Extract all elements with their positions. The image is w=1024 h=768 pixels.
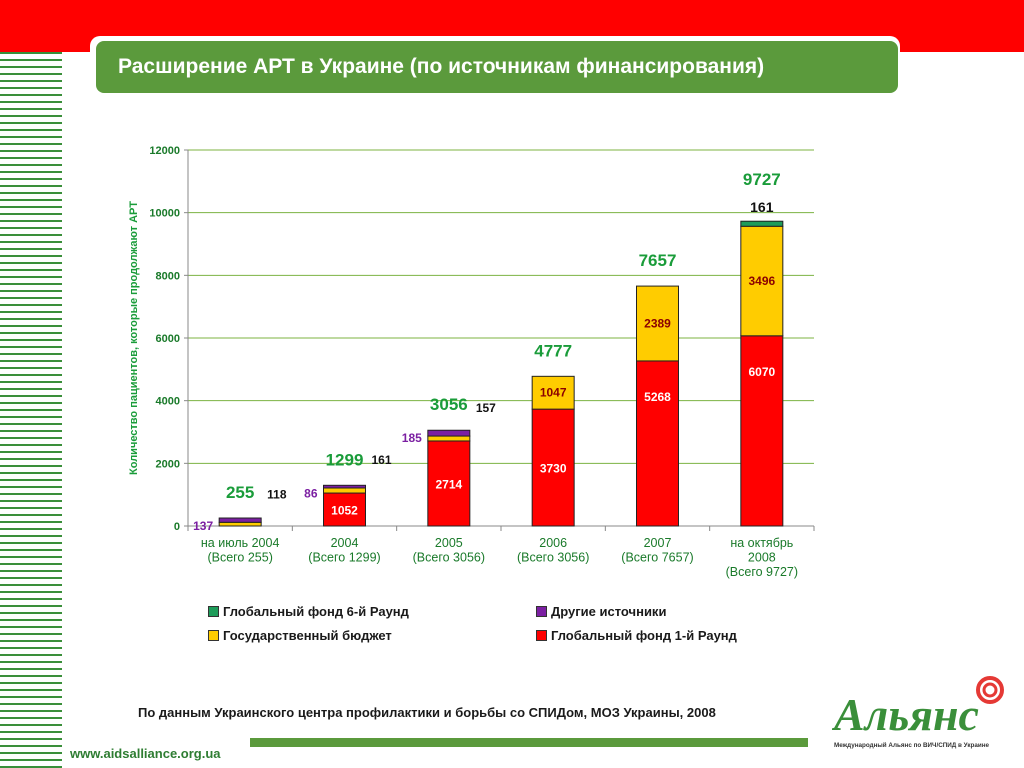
bar-segment-state xyxy=(323,487,366,494)
logo-swirl-icon xyxy=(976,676,1004,704)
y-tick-label: 10000 xyxy=(149,208,180,220)
bar-segment-state xyxy=(218,521,262,527)
x-category-label: на октябрь xyxy=(730,536,793,550)
x-category-label: 2005 xyxy=(435,536,463,550)
legend-item-other: Другие источники xyxy=(536,604,666,619)
data-label-other: 185 xyxy=(402,431,422,445)
x-category-label: 2006 xyxy=(539,536,567,550)
legend-label-gf1: Глобальный фонд 1-й Раунд xyxy=(551,628,737,643)
bar-segment-gf1 xyxy=(740,335,784,527)
data-label-state: 161 xyxy=(372,453,392,467)
y-tick-label: 0 xyxy=(174,521,180,533)
x-category-label: (Всего 3056) xyxy=(517,551,589,565)
data-label-gf6: 161 xyxy=(750,199,774,215)
slide-title: Расширение АРТ в Украине (по источникам … xyxy=(118,55,765,78)
alliance-logo: Альянс Международный Альянс по ВИЧ/СПИД … xyxy=(832,676,1004,749)
footer-url-link[interactable]: www.aidsalliance.org.ua xyxy=(70,746,221,761)
x-category-label: 2004 xyxy=(331,536,359,550)
bar-total-label: 255 xyxy=(226,483,254,502)
legend-label-gf6: Глобальный фонд 6-й Раунд xyxy=(223,604,409,619)
bar-total-label: 7657 xyxy=(639,251,677,270)
bar-total-label: 9727 xyxy=(743,170,781,189)
bar-segment-state xyxy=(531,375,575,410)
legend-swatch-gf1 xyxy=(536,630,547,641)
data-label-other: 86 xyxy=(304,486,318,500)
y-tick-label: 2000 xyxy=(156,458,180,470)
data-label-gf1: 2714 xyxy=(435,477,462,491)
bar-segment-other xyxy=(323,484,366,489)
bar-segment-other xyxy=(218,517,262,523)
bar-segment-other xyxy=(427,429,471,437)
legend-swatch-gf6 xyxy=(208,606,219,617)
bar-total-label: 3056 xyxy=(430,395,468,414)
bar-segment-state xyxy=(740,225,784,337)
legend-swatch-state xyxy=(208,630,219,641)
x-category-label: 2008 xyxy=(748,551,776,565)
y-tick-label: 12000 xyxy=(149,145,180,157)
legend-label-other: Другие источники xyxy=(551,604,667,619)
x-category-label: (Всего 255) xyxy=(207,551,272,565)
source-note: По данным Украинского центра профилактик… xyxy=(138,705,716,720)
y-axis-title: Количество пациентов, которые продолжают… xyxy=(128,201,140,475)
bar-segment-state xyxy=(427,435,471,442)
stacked-bar-chart: 0 2000 4000 6000 8000 10000 12000 Количество па… xyxy=(128,145,815,579)
data-label-gf1: 6070 xyxy=(748,365,775,379)
x-category-label: (Всего 1299) xyxy=(308,551,380,565)
x-category-label: 2007 xyxy=(644,536,672,550)
data-label-state: 1047 xyxy=(540,386,567,400)
y-tick-label: 8000 xyxy=(156,270,180,282)
legend-item-gf6: Глобальный фонд 6-й Раунд xyxy=(208,604,409,619)
footer-green-bar xyxy=(250,738,808,747)
legend-label-state: Государственный бюджет xyxy=(223,628,392,643)
x-category-label: (Всего 3056) xyxy=(413,551,485,565)
logo-caption: Международный Альянс по ВИЧ/СПИД в Украи… xyxy=(834,741,990,749)
x-category-label: (Всего 9727) xyxy=(726,565,798,579)
bar-total-label: 4777 xyxy=(534,341,572,360)
bar-segment-gf1 xyxy=(636,360,679,527)
bar-segment-state xyxy=(636,285,679,362)
bar-segment-gf6 xyxy=(740,220,784,227)
data-label-gf1: 5268 xyxy=(644,390,671,404)
bar-total-label: 1299 xyxy=(326,450,364,469)
data-label-other: 137 xyxy=(193,519,213,533)
left-stripe-decoration xyxy=(0,52,62,768)
bar-segment-gf1 xyxy=(531,408,575,527)
x-category-label: на июль 2004 xyxy=(201,536,280,550)
y-tick-label: 6000 xyxy=(156,333,180,345)
data-label-state: 157 xyxy=(476,401,496,415)
logo-wordmark: Альянс xyxy=(832,689,979,740)
bar-segment-gf1 xyxy=(427,440,471,527)
data-label-gf1: 3730 xyxy=(540,462,567,476)
bar-segment-gf1 xyxy=(323,492,366,527)
legend-item-state: Государственный бюджет xyxy=(208,628,392,643)
chart-legend: Глобальный фонд 6-й Раунд Другие источни… xyxy=(208,600,808,650)
data-label-state: 2389 xyxy=(644,317,671,331)
data-label-state: 118 xyxy=(267,487,287,501)
title-bar: Расширение АРТ в Украине (по источникам … xyxy=(96,41,898,93)
data-label-gf1: 1052 xyxy=(331,504,358,518)
data-label-state: 3496 xyxy=(748,274,775,288)
x-category-label: (Всего 7657) xyxy=(621,551,693,565)
legend-swatch-other xyxy=(536,606,547,617)
legend-item-gf1: Глобальный фонд 1-й Раунд xyxy=(536,628,737,643)
y-tick-label: 4000 xyxy=(156,396,180,408)
